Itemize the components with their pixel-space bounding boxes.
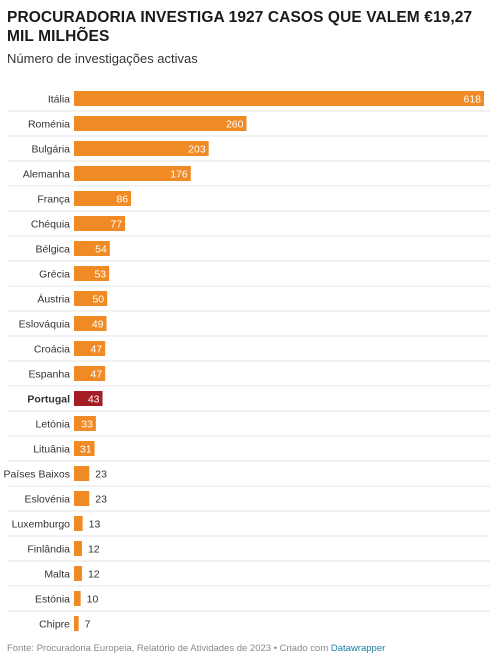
value-label: 47 [90,344,102,356]
bar [74,466,90,481]
value-label: 54 [95,244,107,256]
category-label: Roménia [28,119,70,131]
bar [74,141,209,156]
value-label: 77 [110,219,122,231]
category-label: França [37,194,70,206]
bar [74,291,108,306]
bar [74,266,110,281]
source-text: Fonte: Procuradoria Europeia, Relatório … [7,643,331,654]
category-label: Países Baixos [3,469,70,481]
datawrapper-link[interactable]: Datawrapper [330,643,386,654]
chart-subtitle: Número de investigações activas [7,51,198,66]
category-label: Letónia [36,419,71,431]
bar [74,541,82,556]
value-label: 49 [92,319,104,331]
bar [74,416,96,431]
bar [74,391,103,406]
bar [74,566,82,581]
bar [74,441,95,456]
value-label: 618 [463,94,481,106]
bar [74,191,132,206]
category-label: Croácia [34,344,70,356]
category-label: Bélgica [36,244,71,256]
value-label: 31 [80,444,92,456]
bar [74,591,81,606]
category-label: Eslovénia [24,494,70,506]
value-label: 12 [88,544,100,556]
bar [74,241,110,256]
category-label: Malta [44,569,70,581]
category-label: Áustria [37,293,70,306]
value-label: 53 [94,269,106,281]
category-label: Finlândia [27,544,70,556]
category-label: Portugal [27,394,70,406]
category-label: Lituânia [33,444,70,456]
category-label: Estónia [35,594,70,606]
bar [74,91,484,106]
bar [74,116,247,131]
value-label: 86 [116,194,128,206]
chart-title: PROCURADORIA INVESTIGA 1927 CASOS QUE VA… [7,9,473,45]
bar [74,366,106,381]
category-label: Eslováquia [19,319,71,331]
source-footer: Fonte: Procuradoria Europeia, Relatório … [7,643,385,654]
value-label: 260 [226,119,244,131]
value-label: 176 [170,169,188,181]
category-label: Bulgária [31,144,70,156]
value-label: 23 [95,494,107,506]
value-label: 10 [87,594,99,606]
bar [74,166,191,181]
value-label: 47 [90,369,102,381]
category-label: Chipre [39,619,70,631]
value-label: 203 [188,144,206,156]
bar [74,316,107,331]
bar [74,516,83,531]
category-label: Chéquia [31,219,70,231]
category-label: Grécia [39,269,70,281]
bar [74,616,79,631]
value-label: 23 [95,469,107,481]
value-label: 33 [81,419,93,431]
value-label: 43 [88,394,100,406]
value-label: 7 [85,619,91,631]
bar [74,341,106,356]
category-label: Alemanha [23,169,70,181]
value-label: 50 [92,294,104,306]
category-label: Espanha [29,369,71,381]
value-label: 12 [88,569,100,581]
category-label: Luxemburgo [12,519,71,531]
bar [74,491,90,506]
category-label: Itália [48,94,70,106]
bar [74,216,126,231]
value-label: 13 [89,519,101,531]
